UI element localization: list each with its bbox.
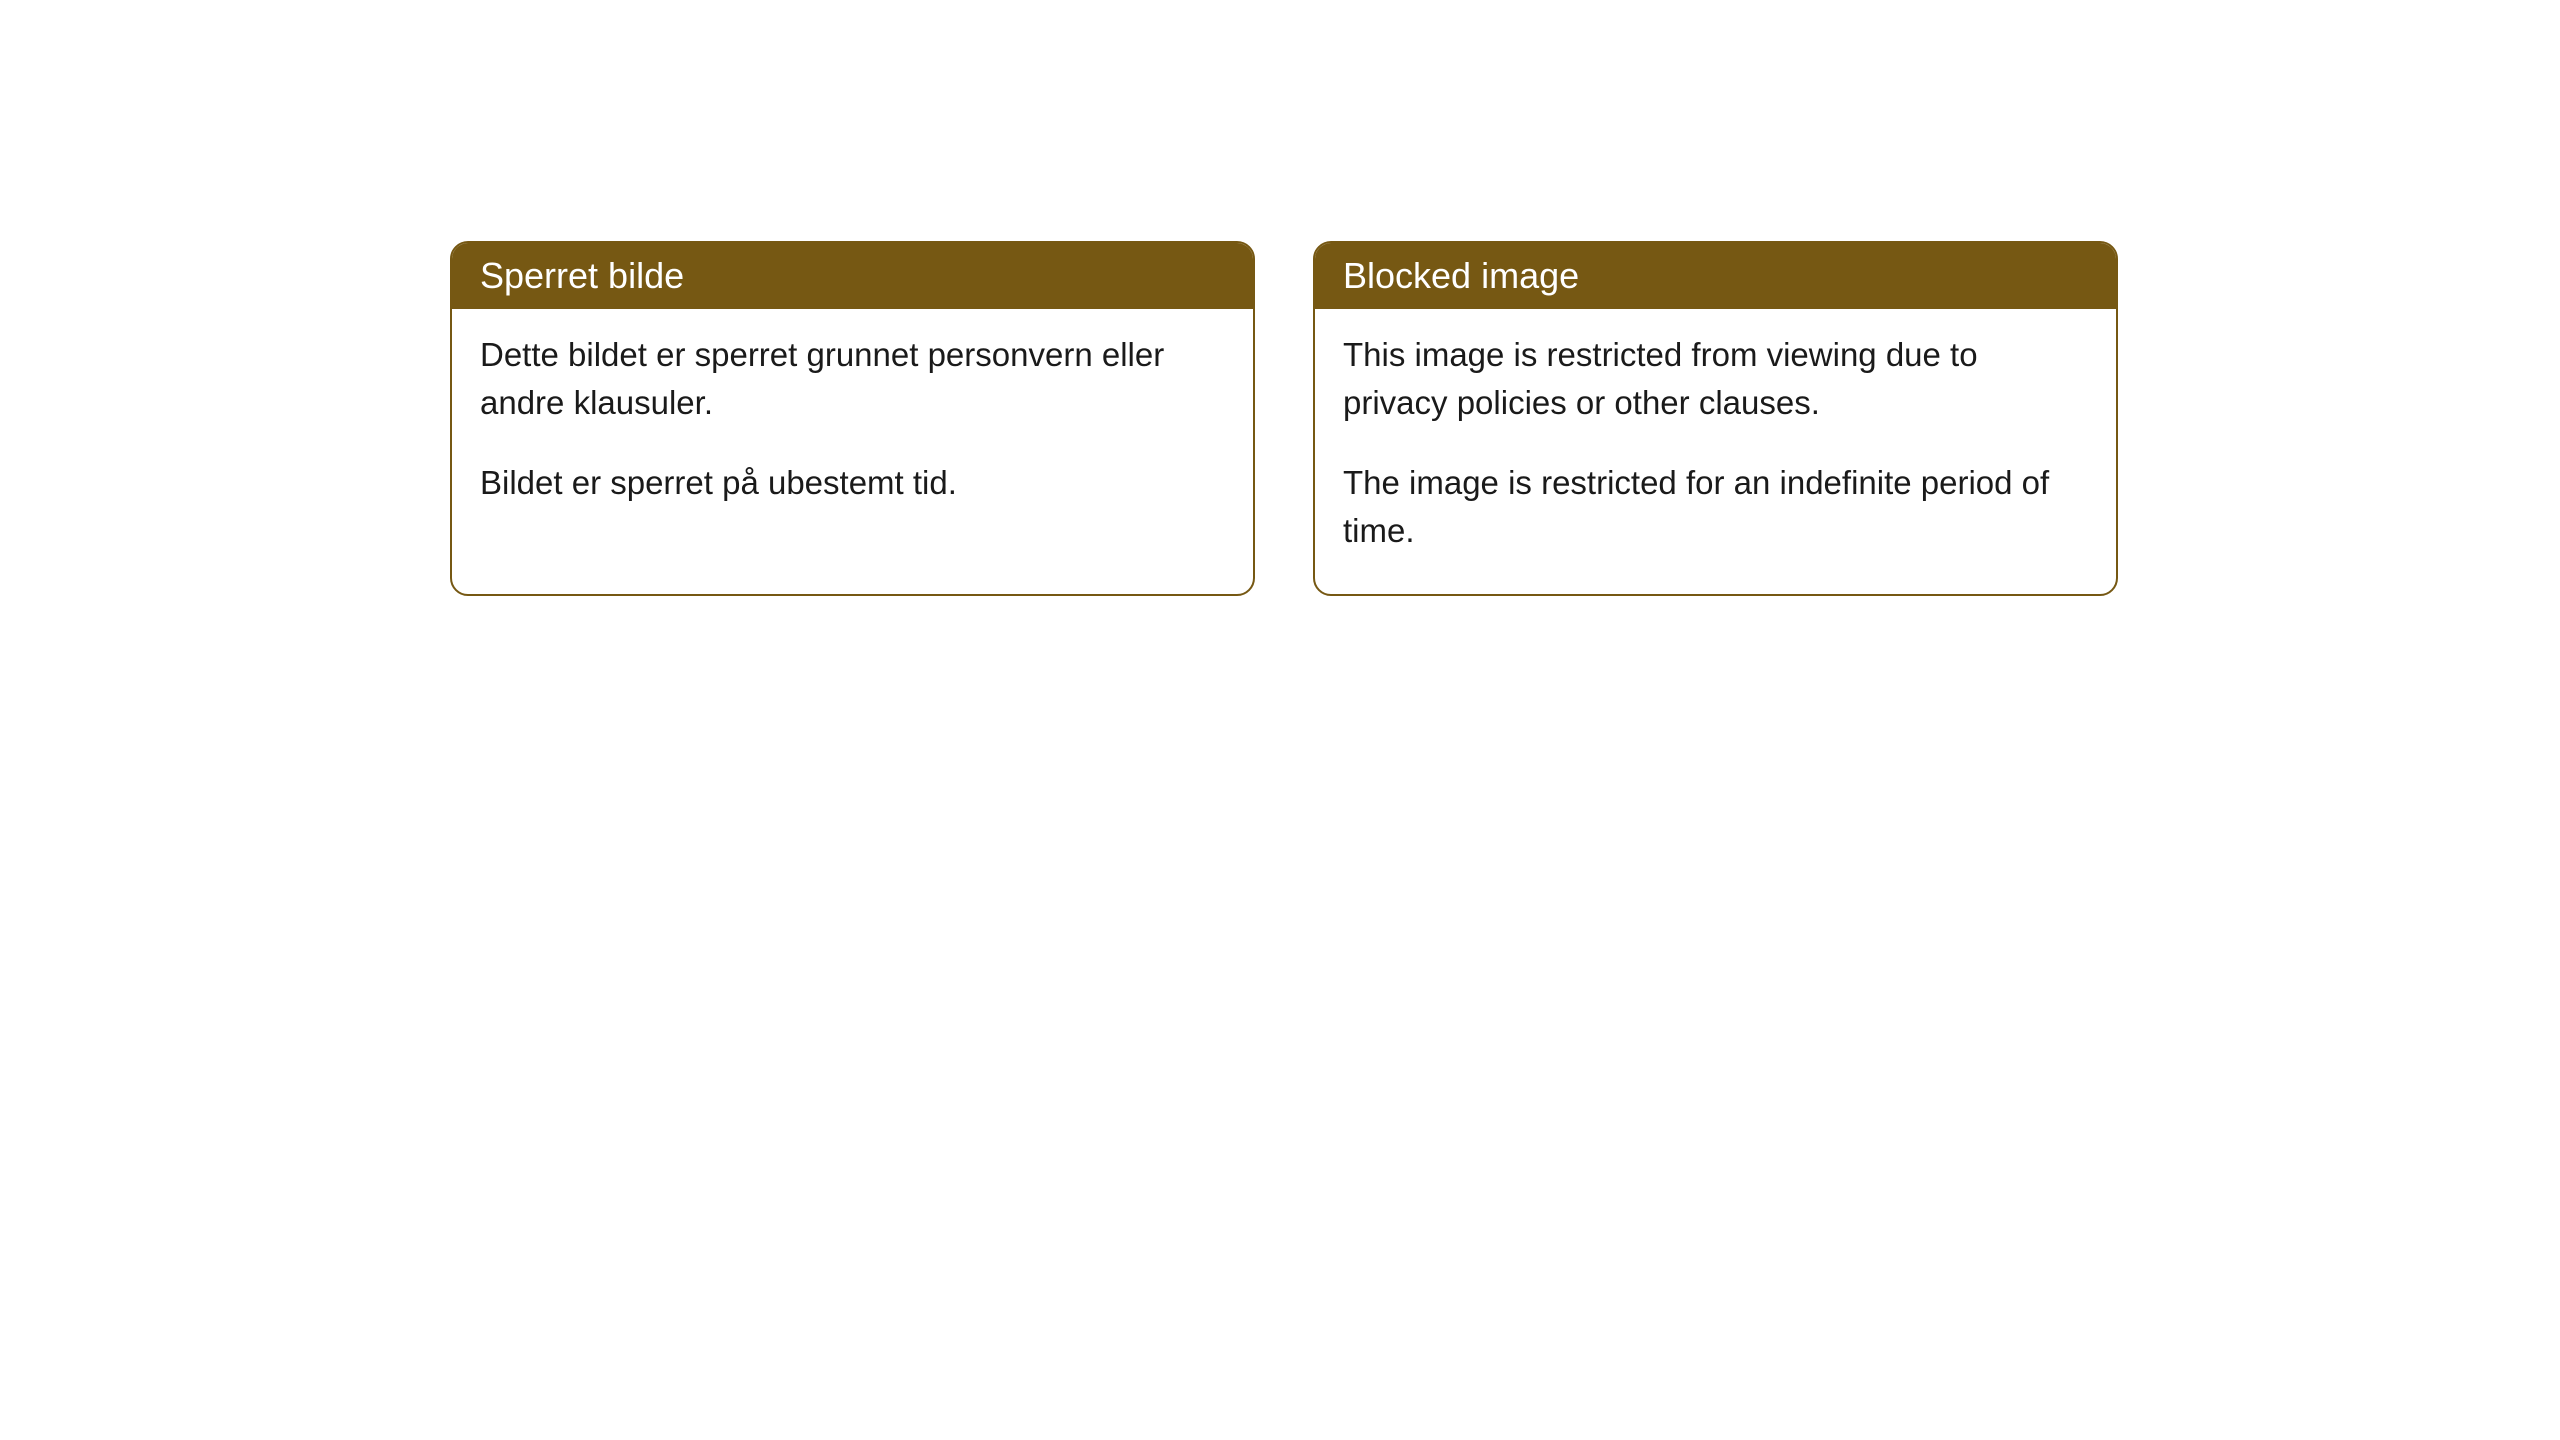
card-paragraph-2: Bildet er sperret på ubestemt tid. <box>480 459 1225 507</box>
card-body: This image is restricted from viewing du… <box>1315 309 2116 594</box>
card-paragraph-2: The image is restricted for an indefinit… <box>1343 459 2088 555</box>
blocked-image-card-english: Blocked image This image is restricted f… <box>1313 241 2118 596</box>
card-paragraph-1: This image is restricted from viewing du… <box>1343 331 2088 427</box>
card-title: Blocked image <box>1343 255 1579 296</box>
card-header: Blocked image <box>1315 243 2116 309</box>
info-cards-container: Sperret bilde Dette bildet er sperret gr… <box>450 241 2118 596</box>
card-title: Sperret bilde <box>480 255 684 296</box>
card-body: Dette bildet er sperret grunnet personve… <box>452 309 1253 547</box>
card-header: Sperret bilde <box>452 243 1253 309</box>
card-paragraph-1: Dette bildet er sperret grunnet personve… <box>480 331 1225 427</box>
blocked-image-card-norwegian: Sperret bilde Dette bildet er sperret gr… <box>450 241 1255 596</box>
